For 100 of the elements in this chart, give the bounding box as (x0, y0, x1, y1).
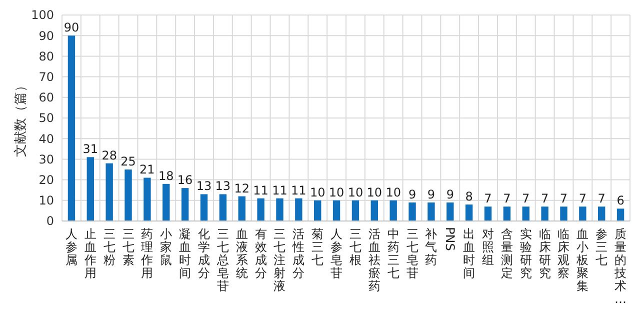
x-tick-label: 小家鼠 (160, 227, 172, 267)
x-tick-label: PNS (442, 227, 457, 251)
data-label: 8 (465, 190, 473, 204)
x-tick-label: 三七皂苷 (406, 227, 418, 280)
bar (408, 202, 416, 221)
data-label: 12 (234, 181, 250, 196)
data-label: 31 (82, 142, 98, 156)
data-label: 10 (386, 185, 401, 200)
bar (219, 194, 227, 221)
data-label: 28 (102, 148, 117, 162)
y-tick-label: 10 (38, 194, 54, 208)
bar (522, 206, 530, 221)
y-tick-label: 60 (38, 90, 54, 105)
y-tick-label: 50 (38, 111, 54, 126)
x-tick-label: 菊三七 (312, 227, 324, 267)
data-label: 7 (503, 192, 511, 206)
data-label: 11 (291, 183, 306, 198)
data-label: 7 (598, 192, 606, 206)
data-label: 6 (616, 194, 624, 208)
x-tick-label: 三七粉 (103, 227, 116, 267)
x-tick-label: 实验研究 (520, 227, 532, 280)
y-tick-label: 90 (38, 28, 54, 43)
data-label: 10 (328, 185, 344, 200)
data-label: 13 (196, 179, 212, 194)
bar (86, 157, 94, 221)
x-tick-label: 有效成分 (254, 227, 267, 280)
data-label: 90 (64, 20, 80, 35)
x-tick-label: 人参属 (65, 227, 78, 267)
y-tick-label: 30 (38, 152, 54, 166)
bar (465, 204, 473, 221)
bar (446, 202, 454, 221)
data-label: 10 (310, 185, 326, 200)
bar (144, 178, 151, 221)
x-tick-label: 凝血时间 (179, 227, 192, 280)
y-tick-label: 40 (38, 132, 54, 146)
bar (124, 170, 132, 221)
x-tick-label: 血小板聚集 (576, 227, 589, 293)
x-tick-label: 三七素 (122, 227, 134, 267)
data-label: 11 (272, 183, 288, 198)
bar (598, 206, 606, 221)
x-tick-label: 活性成分 (292, 227, 305, 280)
x-tick-label: 出血时间 (463, 227, 476, 280)
x-tick-label: 对照组 (482, 227, 494, 267)
bar (332, 200, 340, 221)
x-tick-label: 含量测定 (500, 227, 513, 280)
x-tick-label: 临床观察 (558, 227, 570, 280)
y-tick-label: 0 (46, 214, 54, 228)
data-label: 7 (484, 192, 492, 206)
data-label: 7 (578, 192, 586, 206)
bar (370, 200, 378, 221)
bar (162, 184, 170, 221)
x-tick-label: 质量的技术… (614, 227, 627, 306)
y-tick-label: 80 (38, 49, 54, 64)
data-label: 18 (158, 168, 174, 183)
x-tick-label: 三七总皂苷 (216, 227, 229, 293)
bar (238, 196, 246, 221)
data-label: 9 (446, 187, 454, 202)
bar (68, 36, 76, 221)
x-tick-label: 三七注射液 (274, 227, 286, 293)
bar (428, 202, 435, 221)
data-label: 10 (366, 185, 382, 200)
bar (503, 206, 511, 221)
data-label: 7 (560, 192, 568, 206)
bar (295, 198, 302, 221)
x-tick-label: 血液系统 (236, 227, 248, 280)
x-tick-label: 参三七 (596, 227, 608, 267)
bar (616, 208, 624, 221)
x-tick-label: 中药三七 (387, 227, 400, 280)
x-tick-label: 化学成分 (198, 227, 210, 280)
data-label: 7 (522, 192, 530, 206)
data-label: 13 (215, 179, 231, 194)
x-tick-label: 药理作用 (140, 227, 154, 280)
x-tick-label: 临床研究 (538, 227, 551, 280)
bar (390, 200, 397, 221)
bar (276, 198, 284, 221)
data-label: 9 (408, 187, 416, 202)
x-tick-label: 止血作用 (83, 227, 96, 280)
bar (352, 200, 360, 221)
data-label: 10 (348, 185, 364, 200)
bar (314, 200, 322, 221)
y-tick-label: 70 (38, 70, 54, 84)
bar (257, 198, 264, 221)
x-tick-label: 人参皂苷 (330, 227, 343, 280)
data-label: 21 (140, 162, 155, 177)
bar (484, 206, 492, 221)
bar (541, 206, 548, 221)
y-tick-label: 20 (38, 173, 54, 187)
bar (560, 206, 568, 221)
data-label: 7 (540, 192, 549, 206)
x-tick-label: 活血祛瘀药 (368, 227, 380, 293)
y-axis-title: 文献数（篇） (14, 79, 29, 157)
data-label: 11 (253, 183, 268, 198)
bar (200, 194, 208, 221)
x-tick-label: 三七根 (349, 227, 362, 267)
bar (579, 206, 586, 221)
bar (181, 188, 189, 221)
data-label: 25 (120, 154, 136, 168)
x-tick-label: 补气药 (425, 227, 438, 267)
data-label: 9 (427, 187, 436, 202)
y-tick-label: 100 (31, 8, 54, 22)
